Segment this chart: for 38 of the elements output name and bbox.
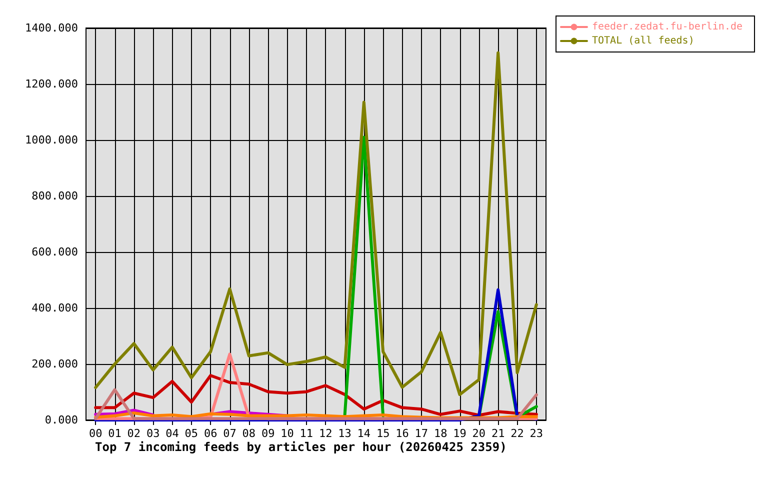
x-tick-label: 18	[434, 427, 448, 440]
legend-label: TOTAL (all feeds)	[592, 36, 694, 46]
x-tick-label: 10	[280, 427, 294, 440]
x-tick-label: 21	[491, 427, 505, 440]
y-tick-label: 400.000	[32, 302, 78, 314]
x-tick-label: 12	[318, 427, 332, 440]
text: Top 7 incoming feeds by articles per hour (20260425 2359)	[95, 440, 507, 454]
x-tick-label: 04	[166, 427, 180, 440]
y-tick-label: 600.000	[32, 246, 78, 258]
x-tick-label: 15	[376, 427, 390, 440]
x-tick-label: 09	[261, 427, 275, 440]
legend-label: feeder.zedat.fu-berlin.de	[592, 22, 743, 32]
y-tick-label: 0.000	[44, 414, 78, 426]
x-tick-label: 02	[127, 427, 141, 440]
y-tick-label: 1400.000	[25, 22, 78, 34]
x-tick-label: 23	[530, 427, 544, 440]
y-tick-label: 200.000	[32, 358, 78, 370]
line-series	[94, 288, 538, 422]
x-tick-label: 08	[242, 427, 256, 440]
x-tick-label: 03	[146, 427, 160, 440]
x-tick-label: 00	[88, 427, 102, 440]
x-tick-label: 05	[184, 427, 198, 440]
x-tick-label: 06	[204, 427, 218, 440]
x-tick-label: 17	[414, 427, 428, 440]
x-tick-label: 22	[510, 427, 524, 440]
x-tick-label: 13	[338, 427, 352, 440]
x-tick-label: 07	[223, 427, 236, 440]
line-series	[94, 374, 538, 417]
line-series	[94, 51, 538, 396]
x-tick-label: 14	[357, 427, 371, 440]
x-tick-label: 20	[472, 427, 486, 440]
x-tick-label: 19	[453, 427, 466, 440]
x-tick-label: 01	[108, 427, 122, 440]
y-tick-label: 1200.000	[25, 78, 78, 90]
y-tick-label: 1000.000	[25, 134, 78, 146]
x-tick-label: 11	[300, 427, 314, 440]
x-tick-label: 16	[396, 427, 409, 440]
y-tick-label: 800.000	[32, 190, 78, 202]
